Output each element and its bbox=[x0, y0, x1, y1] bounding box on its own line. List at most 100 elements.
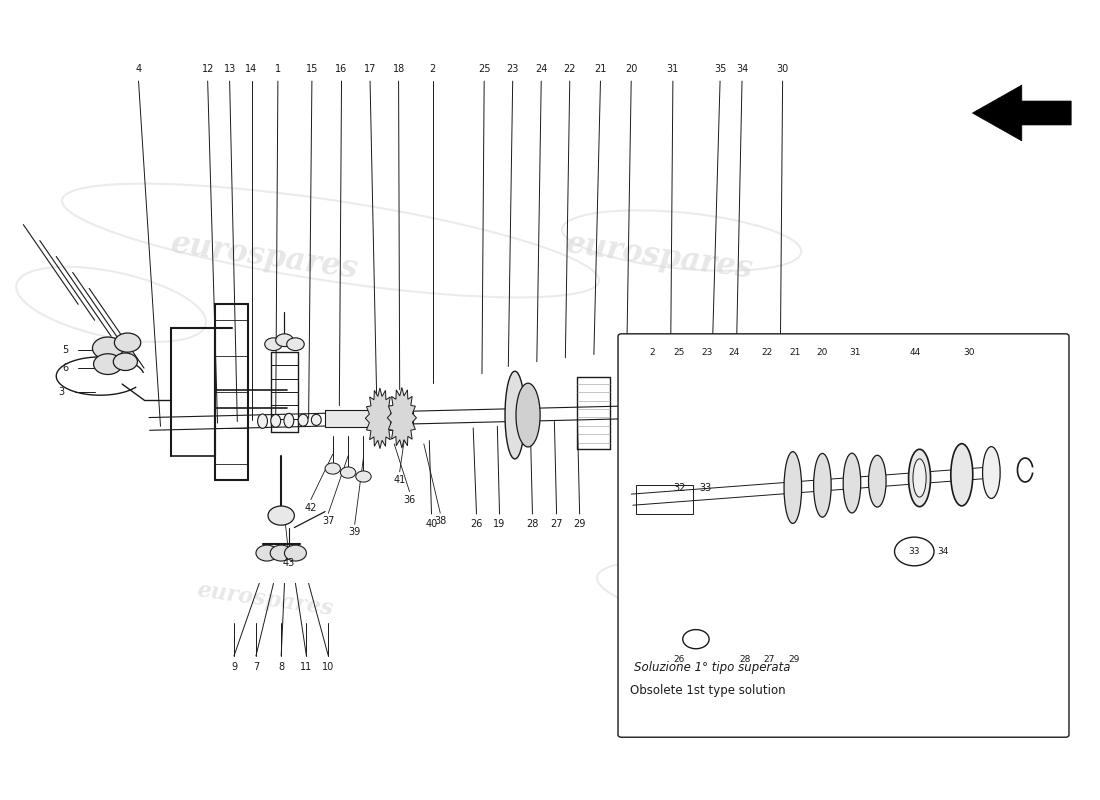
Text: 14: 14 bbox=[245, 64, 257, 74]
Text: 23: 23 bbox=[506, 64, 519, 74]
Circle shape bbox=[287, 338, 305, 350]
Ellipse shape bbox=[844, 453, 860, 513]
Ellipse shape bbox=[311, 414, 321, 426]
Ellipse shape bbox=[271, 414, 281, 427]
Text: eurospares: eurospares bbox=[678, 579, 817, 620]
Text: 29: 29 bbox=[788, 654, 800, 663]
Ellipse shape bbox=[869, 455, 887, 507]
Circle shape bbox=[265, 338, 283, 350]
Circle shape bbox=[355, 471, 371, 482]
Ellipse shape bbox=[298, 414, 308, 426]
Ellipse shape bbox=[909, 450, 931, 506]
Bar bbox=[326, 410, 412, 427]
Ellipse shape bbox=[784, 452, 802, 523]
Text: 10: 10 bbox=[322, 662, 334, 672]
Text: 2: 2 bbox=[649, 348, 654, 357]
Text: 34: 34 bbox=[736, 64, 748, 74]
Text: 3: 3 bbox=[58, 387, 65, 397]
Ellipse shape bbox=[680, 377, 695, 445]
Text: 41: 41 bbox=[394, 474, 406, 485]
Text: eurospares: eurospares bbox=[195, 579, 334, 620]
Text: eurospares: eurospares bbox=[169, 228, 361, 285]
Ellipse shape bbox=[694, 379, 710, 442]
Polygon shape bbox=[387, 387, 417, 448]
Text: Soluzione 1° tipo superata: Soluzione 1° tipo superata bbox=[635, 661, 791, 674]
Text: 34: 34 bbox=[937, 547, 948, 556]
Text: 42: 42 bbox=[305, 502, 317, 513]
Text: 31: 31 bbox=[667, 64, 679, 74]
Ellipse shape bbox=[982, 446, 1000, 498]
Ellipse shape bbox=[284, 414, 294, 428]
Text: 20: 20 bbox=[816, 348, 828, 357]
Circle shape bbox=[894, 537, 934, 566]
Ellipse shape bbox=[752, 372, 776, 446]
Text: 38: 38 bbox=[434, 516, 447, 526]
Ellipse shape bbox=[505, 371, 525, 459]
Text: 15: 15 bbox=[306, 64, 318, 74]
Text: Obsolete 1st type solution: Obsolete 1st type solution bbox=[630, 685, 785, 698]
Text: 27: 27 bbox=[550, 518, 563, 529]
Text: 24: 24 bbox=[728, 348, 740, 357]
Text: 18: 18 bbox=[393, 64, 405, 74]
Circle shape bbox=[92, 337, 123, 359]
Ellipse shape bbox=[736, 388, 749, 431]
Text: 31: 31 bbox=[849, 348, 861, 357]
Text: 8: 8 bbox=[278, 662, 284, 672]
Ellipse shape bbox=[666, 374, 681, 449]
Circle shape bbox=[113, 353, 138, 370]
Text: 30: 30 bbox=[777, 64, 789, 74]
Ellipse shape bbox=[628, 370, 652, 454]
Ellipse shape bbox=[913, 459, 926, 497]
Text: 9: 9 bbox=[231, 662, 238, 672]
Polygon shape bbox=[972, 85, 1071, 141]
Text: 25: 25 bbox=[674, 348, 685, 357]
Bar bbox=[636, 485, 693, 514]
Circle shape bbox=[276, 334, 294, 346]
Text: 35: 35 bbox=[714, 64, 726, 74]
Text: 37: 37 bbox=[322, 516, 334, 526]
Text: 1: 1 bbox=[275, 64, 280, 74]
Text: 22: 22 bbox=[761, 348, 773, 357]
Circle shape bbox=[340, 467, 355, 478]
Text: 28: 28 bbox=[526, 518, 539, 529]
Polygon shape bbox=[365, 388, 395, 449]
Ellipse shape bbox=[732, 376, 754, 443]
Ellipse shape bbox=[814, 454, 832, 517]
Text: 2: 2 bbox=[429, 64, 436, 74]
Text: 17: 17 bbox=[364, 64, 376, 74]
Text: 11: 11 bbox=[300, 662, 312, 672]
FancyBboxPatch shape bbox=[618, 334, 1069, 738]
Text: 24: 24 bbox=[535, 64, 548, 74]
Text: 7: 7 bbox=[253, 662, 260, 672]
Text: 33: 33 bbox=[909, 547, 920, 556]
Text: 5: 5 bbox=[62, 345, 68, 354]
Circle shape bbox=[256, 545, 278, 561]
Ellipse shape bbox=[516, 383, 540, 447]
Text: 12: 12 bbox=[201, 64, 213, 74]
Ellipse shape bbox=[950, 444, 972, 506]
Text: 39: 39 bbox=[349, 527, 361, 538]
Text: 4: 4 bbox=[135, 64, 142, 74]
Circle shape bbox=[268, 506, 295, 525]
Text: 23: 23 bbox=[701, 348, 713, 357]
Text: 29: 29 bbox=[573, 518, 586, 529]
Text: 26: 26 bbox=[674, 654, 685, 663]
Text: 19: 19 bbox=[494, 518, 506, 529]
Text: 20: 20 bbox=[625, 64, 637, 74]
Circle shape bbox=[326, 463, 340, 474]
Circle shape bbox=[285, 545, 307, 561]
Text: 16: 16 bbox=[336, 64, 348, 74]
Text: 26: 26 bbox=[471, 518, 483, 529]
Circle shape bbox=[94, 354, 122, 374]
Text: 30: 30 bbox=[964, 348, 975, 357]
Text: 25: 25 bbox=[477, 64, 491, 74]
Text: 22: 22 bbox=[563, 64, 576, 74]
Text: 44: 44 bbox=[910, 348, 921, 357]
Text: 43: 43 bbox=[283, 558, 295, 569]
Circle shape bbox=[114, 333, 141, 352]
Text: 21: 21 bbox=[594, 64, 607, 74]
Text: 27: 27 bbox=[763, 654, 776, 663]
Text: 32: 32 bbox=[673, 482, 685, 493]
Text: 40: 40 bbox=[426, 518, 438, 529]
Ellipse shape bbox=[772, 378, 792, 438]
